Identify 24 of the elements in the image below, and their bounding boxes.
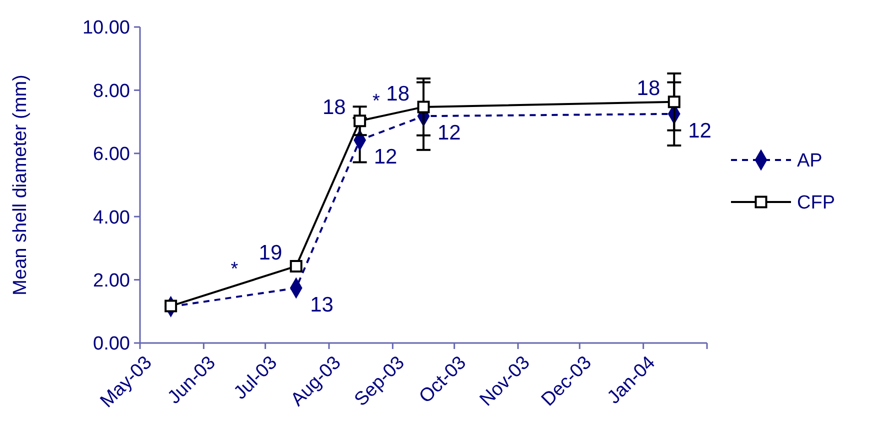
annotation: 18 (322, 96, 346, 120)
annotation: 12 (374, 145, 398, 168)
annotation: 12 (688, 119, 712, 142)
annotation: 18 (636, 77, 660, 100)
y-tick-label: 0.00 (93, 334, 130, 355)
y-tick-label: 10.00 (82, 18, 130, 39)
y-tick-label: 2.00 (93, 270, 130, 292)
annotation: 19 (258, 242, 282, 265)
point (164, 300, 178, 312)
annotation: * (230, 259, 239, 280)
point (668, 96, 680, 108)
annotation: 12 (438, 121, 461, 144)
y-tick-label: 6.00 (93, 144, 130, 166)
point (354, 114, 366, 128)
y-tick-label: 4.00 (93, 207, 130, 228)
y-tick-label: 8.00 (93, 80, 130, 102)
legend-label: CFP (797, 192, 835, 214)
annotation: 13 (310, 293, 334, 316)
legend-label: AP (797, 150, 822, 172)
point (417, 100, 430, 114)
point (290, 260, 302, 272)
y-axis-title: Mean shell diameter (mm) (10, 74, 31, 296)
annotation: * (372, 90, 381, 112)
annotation: 18 (386, 82, 410, 106)
